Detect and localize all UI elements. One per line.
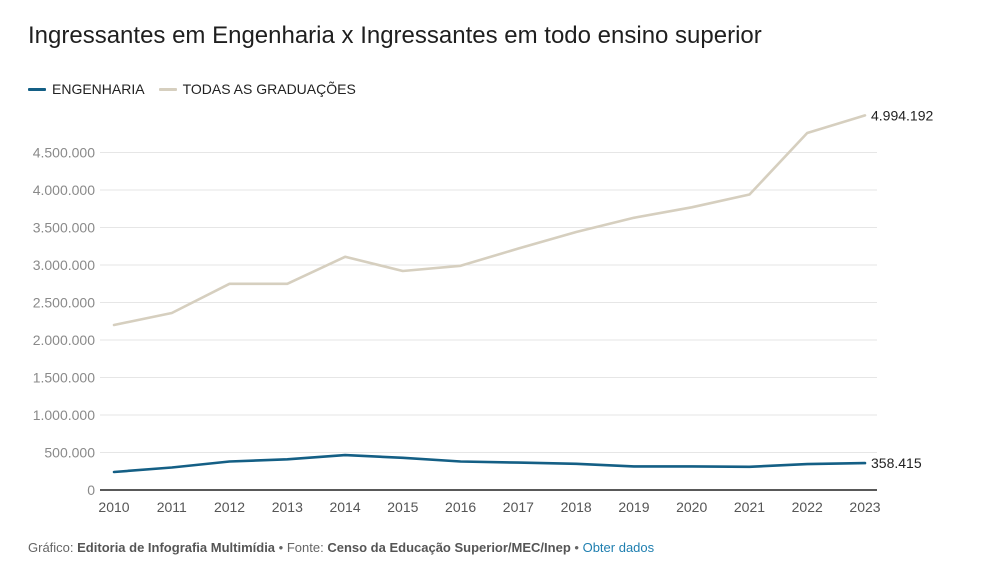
y-tick-label: 2.500.000 <box>33 295 95 311</box>
legend-swatch-engenharia <box>28 87 46 91</box>
data-point-todas-graduacoes <box>228 282 232 286</box>
y-tick-label: 0 <box>87 482 95 498</box>
chart-footer: Gráfico: Editoria de Infografia Multimíd… <box>28 540 654 555</box>
y-tick-label: 500.000 <box>44 445 95 461</box>
x-tick-label: 2022 <box>792 499 823 515</box>
data-point-todas-graduacoes <box>747 193 751 197</box>
legend-swatch-todas-graduacoes <box>158 87 177 91</box>
footer-grafico-value: Editoria de Infografia Multimídia <box>77 540 276 555</box>
x-tick-label: 2018 <box>561 499 592 515</box>
footer-separator: • <box>574 540 579 555</box>
data-point-todas-graduacoes <box>170 311 174 315</box>
data-point-engenharia <box>343 453 347 457</box>
x-tick-label: 2010 <box>98 499 129 515</box>
chart-title: Ingressantes em Engenharia x Ingressante… <box>28 22 762 49</box>
y-tick-label: 3.000.000 <box>33 257 95 273</box>
x-tick-label: 2013 <box>272 499 303 515</box>
data-point-engenharia <box>805 462 809 466</box>
data-point-engenharia <box>632 464 636 468</box>
data-point-engenharia <box>170 466 174 470</box>
data-point-todas-graduacoes <box>863 113 867 117</box>
legend-item-todas-graduacoes[interactable]: TODAS AS GRADUAÇÕES <box>158 81 356 97</box>
x-tick-label: 2015 <box>387 499 418 515</box>
footer-fonte-value: Censo da Educação Superior/MEC/Inep <box>327 540 571 555</box>
data-point-todas-graduacoes <box>516 247 520 251</box>
data-point-todas-graduacoes <box>112 323 116 327</box>
y-tick-label: 3.500.000 <box>33 220 95 236</box>
x-tick-label: 2011 <box>157 499 187 515</box>
y-tick-label: 4.000.000 <box>33 182 95 198</box>
data-point-todas-graduacoes <box>343 255 347 259</box>
x-tick-label: 2017 <box>503 499 534 515</box>
data-point-engenharia <box>112 470 116 474</box>
x-tick-label: 2020 <box>676 499 707 515</box>
x-tick-label: 2014 <box>329 499 360 515</box>
data-point-todas-graduacoes <box>574 230 578 234</box>
obter-dados-link[interactable]: Obter dados <box>582 540 655 555</box>
series-line-todas-graduacoes <box>112 114 867 327</box>
x-tick-label: 2019 <box>618 499 649 515</box>
data-point-todas-graduacoes <box>459 264 463 268</box>
data-point-todas-graduacoes <box>632 216 636 220</box>
footer-fonte-label: • Fonte: <box>278 540 324 555</box>
data-point-todas-graduacoes <box>805 131 809 135</box>
y-tick-label: 1.000.000 <box>33 407 95 423</box>
x-tick-label: 2023 <box>849 499 880 515</box>
end-label-engenharia: 358.415 <box>871 455 922 471</box>
data-point-engenharia <box>285 457 289 461</box>
legend-label-engenharia: ENGENHARIA <box>52 81 145 97</box>
y-tick-label: 2.000.000 <box>33 332 95 348</box>
series-line-engenharia <box>112 453 867 474</box>
legend-item-engenharia[interactable]: ENGENHARIA <box>28 81 145 97</box>
data-point-engenharia <box>690 464 694 468</box>
data-point-todas-graduacoes <box>690 205 694 209</box>
data-point-engenharia <box>747 465 751 469</box>
x-tick-label: 2016 <box>445 499 476 515</box>
end-label-todas-graduacoes: 4.994.192 <box>871 107 933 123</box>
data-point-todas-graduacoes <box>401 269 405 273</box>
x-tick-label: 2021 <box>734 499 765 515</box>
data-point-engenharia <box>401 456 405 460</box>
data-point-engenharia <box>863 461 867 465</box>
legend: ENGENHARIA TODAS AS GRADUAÇÕES <box>28 81 356 97</box>
y-tick-label: 4.500.000 <box>33 145 95 161</box>
x-tick-label: 2012 <box>214 499 245 515</box>
data-point-engenharia <box>516 461 520 465</box>
data-point-engenharia <box>228 460 232 464</box>
y-tick-label: 1.500.000 <box>33 370 95 386</box>
data-point-engenharia <box>574 462 578 466</box>
data-point-engenharia <box>459 460 463 464</box>
footer-grafico-label: Gráfico: <box>28 540 74 555</box>
legend-label-todas-graduacoes: TODAS AS GRADUAÇÕES <box>182 81 356 97</box>
data-point-todas-graduacoes <box>285 282 289 286</box>
